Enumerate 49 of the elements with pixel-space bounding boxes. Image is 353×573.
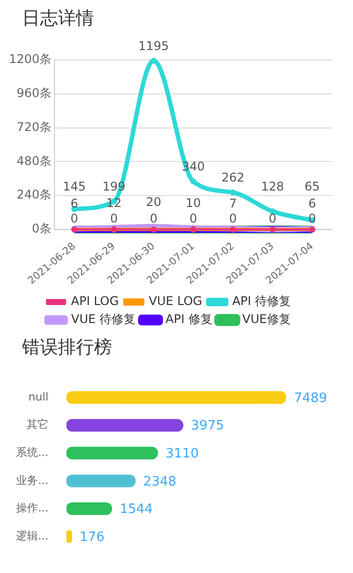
data-label: 0 [229,212,237,226]
y-tick-label: 480条 [16,154,52,168]
data-label: 262 [221,170,244,185]
y-tick-label: 0条 [32,222,52,236]
y-tick-label: 系统... [16,446,48,459]
legend-label: VUE LOG [148,294,202,308]
point [150,58,157,64]
y-tick-label: 逻辑... [16,529,48,542]
data-label: 3975 [191,418,224,434]
data-label: 20 [146,194,162,209]
data-label: 0 [150,212,158,226]
y-tick-label: 其它 [26,418,48,432]
legend-label: API 修复 [166,312,212,326]
data-label: 7489 [294,390,328,406]
data-label: 10 [186,196,201,210]
data-label: 176 [80,530,104,545]
bar [66,418,184,432]
point [190,178,196,184]
data-label: 3110 [166,446,199,462]
y-tick-label: 1200条 [8,52,52,66]
legend-label: VUE修复 [242,312,291,326]
y-tick-label: 240条 [16,188,52,202]
data-label: 1544 [120,502,153,518]
chart-title: 日志详情 [22,7,94,30]
bar [66,502,112,516]
bar [66,391,286,404]
legend-label: API 待修复 [232,294,292,308]
data-label: 2348 [143,474,176,490]
data-label: 0 [189,212,198,226]
data-label: 1195 [138,38,169,53]
data-label: 145 [62,180,86,194]
legend-label: VUE 待修复 [71,312,136,326]
data-label: 65 [304,180,320,194]
y-tick-label: 720条 [16,120,52,134]
data-label: 0 [110,212,118,226]
data-label: 0 [268,212,276,226]
data-label: 128 [261,180,284,194]
y-tick-label: 业务... [16,474,48,487]
legend-label: API LOG [71,294,119,308]
data-label: 7 [229,196,237,211]
y-tick-label: 操作... [16,502,48,515]
chart-title: 错误排行榜 [22,336,112,359]
data-label: 6 [308,196,316,211]
data-label: 0 [70,212,78,226]
bar [66,446,158,460]
bar [66,474,136,488]
data-label: 12 [106,196,122,210]
y-tick-label: null [28,390,48,404]
y-tick-label: 960条 [16,86,52,100]
